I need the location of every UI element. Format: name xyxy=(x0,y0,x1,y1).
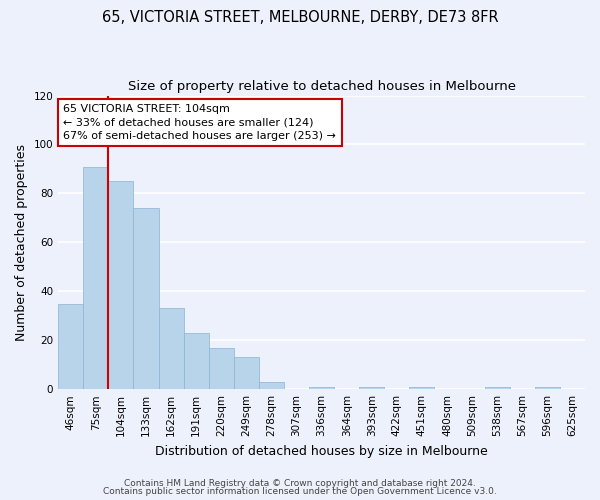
Bar xyxy=(184,333,209,389)
Bar xyxy=(133,208,158,389)
Bar xyxy=(259,382,284,389)
Bar xyxy=(158,308,184,389)
Text: Contains HM Land Registry data © Crown copyright and database right 2024.: Contains HM Land Registry data © Crown c… xyxy=(124,478,476,488)
Bar xyxy=(209,348,234,389)
Bar xyxy=(58,304,83,389)
Text: 65 VICTORIA STREET: 104sqm
← 33% of detached houses are smaller (124)
67% of sem: 65 VICTORIA STREET: 104sqm ← 33% of deta… xyxy=(64,104,337,141)
Title: Size of property relative to detached houses in Melbourne: Size of property relative to detached ho… xyxy=(128,80,515,93)
Bar xyxy=(409,386,434,389)
Bar xyxy=(234,358,259,389)
Y-axis label: Number of detached properties: Number of detached properties xyxy=(15,144,28,341)
X-axis label: Distribution of detached houses by size in Melbourne: Distribution of detached houses by size … xyxy=(155,444,488,458)
Bar xyxy=(83,166,109,389)
Bar xyxy=(109,181,133,389)
Bar xyxy=(309,386,334,389)
Bar xyxy=(359,386,385,389)
Bar xyxy=(535,386,560,389)
Text: Contains public sector information licensed under the Open Government Licence v3: Contains public sector information licen… xyxy=(103,487,497,496)
Text: 65, VICTORIA STREET, MELBOURNE, DERBY, DE73 8FR: 65, VICTORIA STREET, MELBOURNE, DERBY, D… xyxy=(101,10,499,25)
Bar xyxy=(485,386,510,389)
